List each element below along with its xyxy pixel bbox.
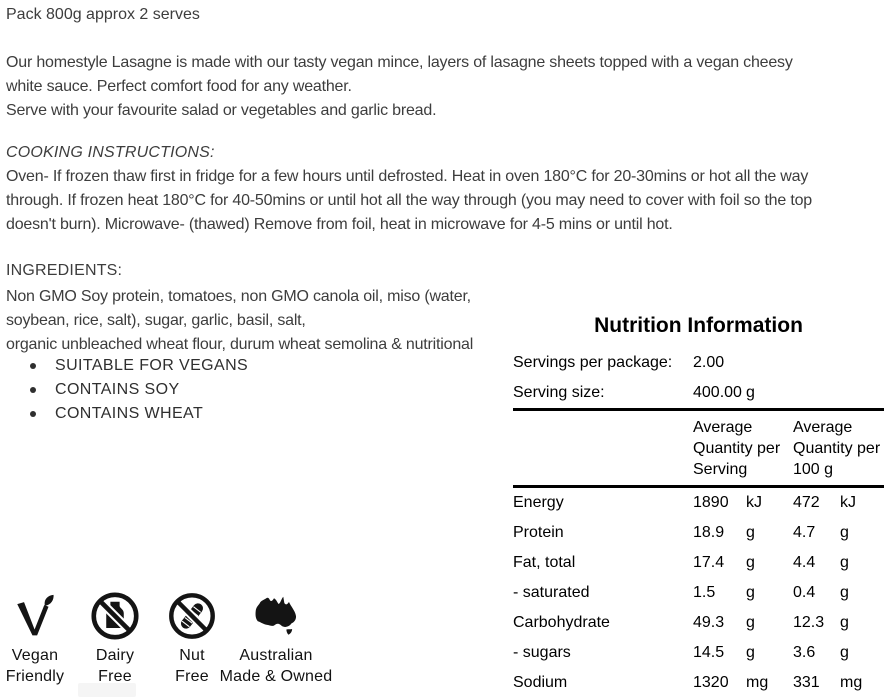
badge-label-line: Dairy	[95, 647, 135, 664]
badge-label-line: Vegan	[11, 647, 59, 664]
nutrient-label: Energy	[513, 494, 564, 511]
badge-label-line: Australian	[239, 647, 313, 664]
ingredients-text: Non GMO Soy protein, tomatoes, non GMO c…	[6, 288, 474, 353]
serving-amount-unit: g	[746, 554, 755, 571]
badge-label-line: Friendly	[5, 668, 65, 685]
per100g-amount: 0.4	[793, 584, 816, 601]
feature-label: SUITABLE FOR VEGANS	[55, 357, 249, 374]
nutrition-row-protein: Protein 18.9 g 4.7 g	[513, 518, 884, 548]
per100g-amount: 4.4	[793, 554, 816, 571]
per-100g-column-header: Average Quantity per 100 g	[793, 408, 884, 488]
serving-amount-unit: g	[746, 614, 755, 631]
product-description: Our homestyle Lasagne is made with our t…	[6, 54, 793, 119]
serving-amount-unit: kJ	[746, 494, 762, 511]
feature-item-soy: CONTAINS SOY	[28, 378, 248, 402]
nutrition-title: Nutrition Information	[594, 314, 803, 337]
per100g-amount: 4.7	[793, 524, 816, 541]
feature-label: CONTAINS SOY	[55, 381, 180, 398]
bullet-dot	[30, 363, 36, 369]
per100g-amount-unit: g	[840, 584, 849, 601]
serving-amount: 1320	[693, 674, 729, 691]
ingredients-heading: INGREDIENTS:	[6, 262, 123, 279]
nutrition-information-panel: Nutrition Information Servings per packa…	[513, 312, 884, 698]
badge-label-line: Nut	[179, 647, 205, 664]
nutrient-label: Sodium	[513, 674, 568, 691]
nutrition-row-sodium: Sodium 1320 mg 331 mg	[513, 668, 884, 698]
badge-label-line: Free	[98, 668, 132, 685]
serving-amount-unit: g	[746, 584, 755, 601]
serving-size-value: 400.00	[693, 384, 742, 401]
per100g-amount-unit: mg	[840, 674, 863, 691]
per100g-amount-unit: kJ	[840, 494, 856, 511]
per-serving-column-header: Average Quantity per Serving	[693, 408, 793, 488]
feature-item-vegans: SUITABLE FOR VEGANS	[28, 354, 248, 378]
per100g-amount: 472	[793, 494, 820, 511]
nutrition-row-sugars: - sugars 14.5 g 3.6 g	[513, 638, 884, 668]
feature-label: CONTAINS WHEAT	[55, 405, 204, 422]
badge-vegan-friendly: Vegan Friendly	[0, 589, 70, 687]
nutrition-row-carbohydrate: Carbohydrate 49.3 g 12.3 g	[513, 608, 884, 638]
serving-size-unit: g	[746, 384, 755, 401]
serving-size-label: Serving size:	[513, 384, 605, 401]
servings-label: Servings per package:	[513, 354, 673, 371]
pack-size-text: Pack 800g approx 2 serves	[6, 6, 200, 23]
nutrition-row-fat-total: Fat, total 17.4 g 4.4 g	[513, 548, 884, 578]
per100g-amount-unit: g	[840, 644, 849, 661]
vegan-friendly-icon	[0, 589, 70, 642]
badge-australian-made: Australian Made & Owned	[216, 589, 336, 687]
per100g-amount-unit: g	[840, 524, 849, 541]
nutrient-label: Carbohydrate	[513, 614, 610, 631]
badge-dairy-free: Dairy Free	[80, 589, 150, 687]
nutrition-header-row: Average Quantity per Serving Average Qua…	[513, 408, 884, 488]
serving-amount-unit: mg	[746, 674, 769, 691]
australian-made-icon	[216, 589, 336, 642]
bullet-dot	[30, 411, 36, 417]
nutrition-row-energy: Energy 1890 kJ 472 kJ	[513, 487, 884, 519]
serving-amount: 1.5	[693, 584, 716, 601]
per100g-amount-unit: g	[840, 554, 849, 571]
serving-amount: 18.9	[693, 524, 725, 541]
serving-amount-unit: g	[746, 644, 755, 661]
per100g-amount: 12.3	[793, 614, 825, 631]
nutrition-row-saturated: - saturated 1.5 g 0.4 g	[513, 578, 884, 608]
servings-value: 2.00	[693, 354, 725, 371]
nutrition-table: Servings per package: 2.00 Serving size:…	[513, 348, 884, 698]
per100g-amount-unit: g	[840, 614, 849, 631]
nutrient-label: - saturated	[513, 584, 590, 601]
cooking-instructions-text: Oven- If frozen thaw first in fridge for…	[6, 168, 812, 233]
per100g-amount: 3.6	[793, 644, 816, 661]
nut-free-icon	[157, 589, 227, 642]
badge-label-line: Free	[175, 668, 209, 685]
servings-per-package-row: Servings per package: 2.00	[513, 348, 884, 378]
cooking-instructions-heading: COOKING INSTRUCTIONS:	[6, 144, 215, 161]
badge-label-line: Made & Owned	[219, 668, 333, 685]
serving-amount-unit: g	[746, 524, 755, 541]
cutoff-artifact	[78, 683, 136, 697]
serving-amount: 17.4	[693, 554, 725, 571]
serving-amount: 1890	[693, 494, 729, 511]
serving-amount: 49.3	[693, 614, 725, 631]
bullet-dot	[30, 387, 36, 393]
per100g-amount: 331	[793, 674, 820, 691]
feature-item-wheat: CONTAINS WHEAT	[28, 402, 248, 426]
badge-nut-free: Nut Free	[157, 589, 227, 687]
nutrient-label: Fat, total	[513, 554, 576, 571]
nutrient-label: Protein	[513, 524, 564, 541]
serving-amount: 14.5	[693, 644, 725, 661]
serving-size-row: Serving size: 400.00 g	[513, 378, 884, 410]
nutrient-label: - sugars	[513, 644, 571, 661]
dairy-free-icon	[80, 589, 150, 642]
dietary-features-list: SUITABLE FOR VEGANS CONTAINS SOY CONTAIN…	[28, 354, 248, 426]
